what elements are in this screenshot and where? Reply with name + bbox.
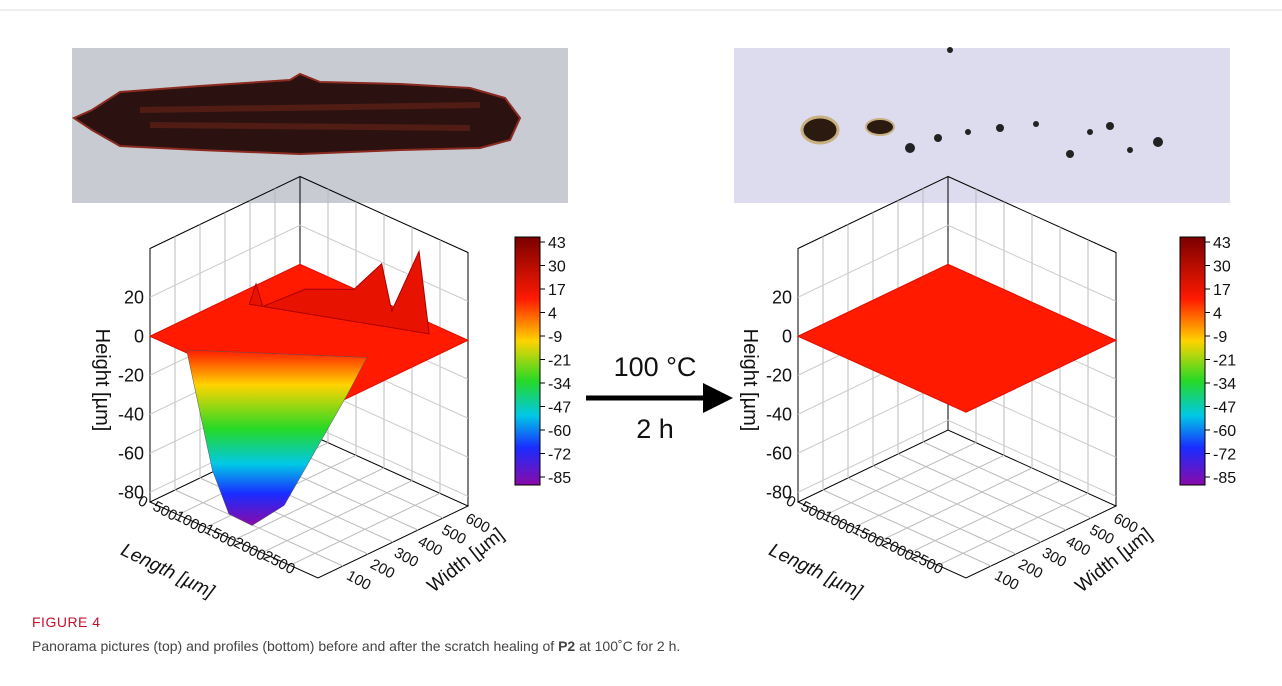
z-tick-label: -40	[766, 404, 792, 424]
z-axis-label: Height [µm]	[91, 329, 113, 432]
defect-dots	[905, 47, 1163, 158]
surface-hole	[186, 349, 368, 526]
colorbar-tick-label: 43	[548, 235, 566, 252]
defect	[865, 118, 895, 136]
x-axis-label: Length [µm]	[765, 540, 865, 603]
colorbar-tick-label: -72	[548, 447, 571, 464]
colorbar	[1179, 236, 1206, 486]
z-grid-line	[947, 419, 1117, 497]
colorbar-tick-label: 4	[1213, 306, 1222, 323]
wall-grid	[922, 441, 1092, 519]
surface-plane	[796, 263, 1118, 413]
colorbar-tick-label: 43	[1213, 235, 1231, 252]
caption: Panorama pictures (top) and profiles (bo…	[32, 638, 680, 654]
colorbar-tick-label: -21	[1213, 353, 1236, 370]
z-tick-label: -60	[118, 443, 144, 463]
colorbar-tick-label: 17	[548, 282, 566, 299]
z-grid-line	[299, 224, 469, 302]
colorbar-tick-label: -85	[1213, 470, 1236, 487]
colorbar-tick-label: -47	[548, 400, 571, 417]
z-tick-label: -80	[766, 482, 792, 502]
caption-bold: P2	[558, 638, 576, 654]
surface-peaks	[248, 249, 430, 335]
colorbar-tick-label: -21	[548, 353, 571, 370]
z-axis-label: Height [µm]	[739, 329, 761, 432]
z-grid-line	[797, 224, 949, 298]
x-axis-label: Length [µm]	[117, 540, 217, 603]
caption-text: Panorama pictures (top) and profiles (bo…	[32, 638, 559, 654]
colorbar-tick-label: -60	[1213, 423, 1236, 440]
z-tick-label: -60	[766, 443, 792, 463]
colorbar-tick-label: -9	[548, 329, 562, 346]
figure-label: FIGURE 4	[32, 614, 101, 630]
x-tick-label: 2500	[260, 547, 297, 578]
z-grid-line	[947, 224, 1117, 302]
colorbar-tick-label: 17	[1213, 282, 1231, 299]
z-tick-label: -20	[766, 365, 792, 385]
colorbar-tick-label: -60	[548, 423, 571, 440]
z-tick-label: 20	[772, 287, 792, 307]
colorbar-tick-label: 4	[548, 306, 557, 323]
x-tick-label: 2500	[908, 547, 945, 578]
colorbar-tick-label: -34	[548, 376, 571, 393]
z-tick-label: -40	[118, 404, 144, 424]
z-grid-line	[797, 419, 949, 493]
arrow-top-label: 100 °C	[614, 352, 697, 382]
z-tick-label: 0	[134, 326, 144, 346]
z-grid-line	[299, 419, 469, 497]
colorbar-tick-label: -9	[1213, 329, 1227, 346]
z-tick-label: 0	[782, 326, 792, 346]
arrow-bottom-label: 2 h	[636, 414, 674, 444]
scratch-texture	[139, 102, 481, 131]
colorbar-tick-label: -85	[548, 470, 571, 487]
z-tick-label: -20	[118, 365, 144, 385]
defect	[800, 115, 840, 145]
colorbar-tick-label: 30	[548, 259, 566, 276]
z-tick-label: 20	[124, 287, 144, 307]
z-tick-label: -80	[118, 482, 144, 502]
colorbar-tick-label: 30	[1213, 259, 1231, 276]
caption-text: at 100˚C for 2 h.	[575, 638, 681, 654]
colorbar-tick-label: -72	[1213, 447, 1236, 464]
colorbar-tick-label: -47	[1213, 400, 1236, 417]
scratch-blob	[71, 72, 522, 156]
colorbar-tick-label: -34	[1213, 376, 1236, 393]
colorbar	[514, 236, 541, 486]
z-grid-line	[149, 224, 301, 298]
